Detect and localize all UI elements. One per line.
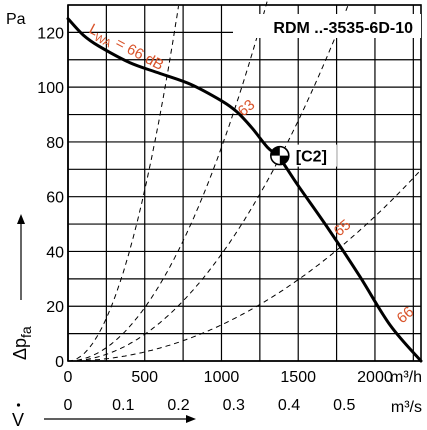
plot-frame xyxy=(67,4,422,362)
system-curve-2 xyxy=(68,0,268,362)
fan-curve xyxy=(66,17,423,363)
y-tick-label: 80 xyxy=(46,135,64,152)
y-axis-arrowhead xyxy=(17,214,25,224)
x-tick-label-secondary: 0.2 xyxy=(167,397,189,414)
x-tick-label-secondary: 0 xyxy=(64,397,73,414)
fan-curve-group xyxy=(66,17,423,363)
x-tick-label-primary: 1000 xyxy=(204,369,240,386)
x-unit-primary: m³/h xyxy=(390,369,422,386)
x-tick-label-primary: 1500 xyxy=(280,369,316,386)
x-tick-label-primary: 2000 xyxy=(357,369,393,386)
y-axis-label: Δpfa xyxy=(10,326,34,360)
operating-point: [C2] xyxy=(269,144,337,167)
x-tick-label-secondary: 0.1 xyxy=(112,397,134,414)
x-tick-label-primary: 0 xyxy=(64,369,73,386)
x-tick-label-secondary: 0.4 xyxy=(278,397,300,414)
x-tick-label-secondary: 0.3 xyxy=(223,397,245,414)
y-tick-label: 20 xyxy=(46,299,64,316)
operating-point-quadrant-2 xyxy=(279,155,289,165)
operating-point-quadrant-1 xyxy=(270,146,280,156)
y-tick-label: 40 xyxy=(46,244,64,261)
operating-point-label-bg xyxy=(294,144,337,167)
x-axis-label-dot xyxy=(16,403,21,407)
system-curve-3 xyxy=(68,3,350,362)
x-tick-label-secondary: 0.5 xyxy=(333,397,355,414)
operating-point-label: [C2] xyxy=(296,149,327,166)
system-curve-4 xyxy=(68,169,422,362)
tick-labels: 0 20 40 60 80 100 120 0 500 1000 1500 2000 0 0.1 0.2 0.… xyxy=(37,25,393,414)
system-curve-1 xyxy=(67,6,179,362)
model-label-background xyxy=(233,14,421,38)
x-axis-label: V xyxy=(12,410,24,430)
sound-level-label-1: LWA = 66 dB xyxy=(85,21,167,77)
svg-text:Δpfa: Δpfa xyxy=(10,326,34,360)
model-label: RDM ..-3535-6D-10 xyxy=(273,20,413,37)
x-axis-arrowhead xyxy=(186,415,196,423)
y-tick-label: 0 xyxy=(55,354,64,371)
system-curves xyxy=(67,0,422,362)
y-tick-label: 60 xyxy=(46,190,64,207)
y-tick-label: 100 xyxy=(37,80,64,97)
y-unit: Pa xyxy=(6,11,26,28)
x-unit-secondary: m³/s xyxy=(391,399,422,416)
y-tick-label: 120 xyxy=(37,25,64,42)
x-tick-label-primary: 500 xyxy=(131,369,158,386)
